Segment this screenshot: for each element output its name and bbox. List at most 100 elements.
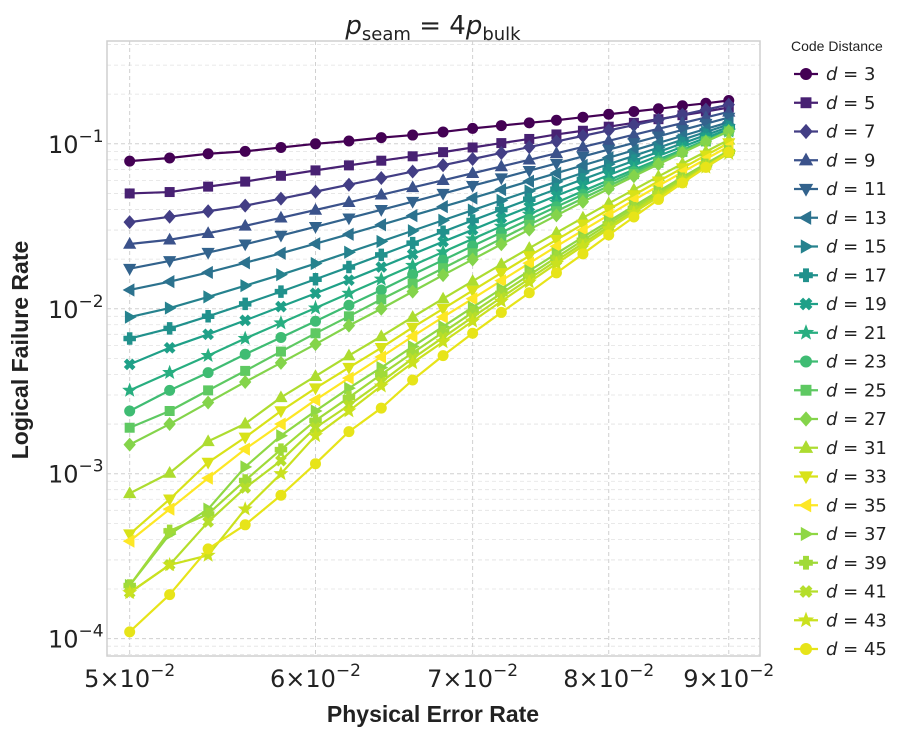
data-point [275,170,286,181]
data-point [465,191,478,205]
data-point [406,180,420,193]
data-point [523,222,536,237]
data-point [308,222,323,234]
data-point [437,235,449,248]
data-point [436,310,448,324]
data-point [549,166,562,180]
y-tick-label: 10−4 [48,622,104,654]
data-point [495,120,507,132]
data-point [163,524,176,538]
data-point [310,328,321,339]
data-point [202,516,214,528]
x-marker-stroke [309,421,322,434]
series-d-27 [123,124,735,452]
data-point [122,534,135,548]
data-point [123,263,137,276]
data-point [124,188,135,199]
series-d-9 [123,104,736,249]
series-d-15 [124,117,736,324]
data-point [652,103,664,115]
data-point [405,257,421,272]
data-point [123,236,137,249]
legend-item-d-45: d = 45 [794,639,887,660]
series-line [129,152,730,594]
x-marker-stroke [406,248,419,261]
data-point [343,426,355,438]
data-point [550,208,563,223]
data-point [406,196,420,209]
data-point [122,283,135,297]
x-marker-stroke [375,261,388,273]
data-point [374,350,387,364]
data-point [375,248,388,262]
data-point [201,471,213,485]
series-d-11 [123,112,736,276]
data-point [495,212,508,224]
legend-item-d-33: d = 33 [794,467,887,488]
legend-item-d-21: d = 21 [794,323,887,344]
data-point [374,187,388,200]
data-point [628,211,640,223]
data-point [274,285,288,298]
plot-frame [106,40,761,657]
data-point [407,224,420,238]
data-point [700,161,712,173]
data-point [495,237,508,252]
data-point [123,529,137,542]
data-point [576,194,590,209]
data-point [202,543,214,555]
data-point [496,193,509,207]
data-point [438,213,451,227]
data-point [467,203,480,217]
data-point [406,164,419,179]
data-point [308,393,321,407]
data-point [494,182,507,197]
data-point [798,498,812,513]
data-point [308,237,321,251]
series-d-41 [123,146,735,599]
data-point [275,454,287,467]
data-point [342,195,356,208]
data-point [466,151,479,166]
data-point [375,284,387,296]
data-point [276,429,288,443]
data-point [522,152,536,165]
legend-item-d-13: d = 13 [794,208,887,229]
data-point [162,556,178,572]
data-point [798,440,814,453]
data-point [800,97,812,109]
legend-label: d = 5 [826,93,875,114]
legend-item-d-15: d = 15 [794,237,887,258]
y-tick-label: 10−3 [48,457,104,489]
data-point [310,165,321,176]
data-point [239,374,252,389]
data-point [309,272,322,286]
data-point [493,293,509,308]
x-marker-stroke [799,585,813,598]
data-point [309,421,322,434]
data-point [549,146,564,159]
data-point [274,230,288,243]
data-point [162,275,175,289]
data-point [275,331,287,343]
data-point [240,176,251,187]
data-point [273,465,289,481]
data-point [438,147,449,158]
data-point [407,151,418,162]
data-point [201,247,215,260]
data-point [239,314,252,327]
data-point [549,235,564,247]
data-point [375,132,387,144]
data-point [202,148,214,160]
legend-label: d = 13 [826,208,887,229]
data-point [467,142,478,153]
legend-label: d = 43 [826,610,887,631]
data-point [436,291,450,304]
legend-label: d = 21 [826,323,887,344]
data-point [202,328,214,341]
data-point [307,300,324,315]
data-point [466,252,479,267]
data-point [310,404,323,418]
data-point [122,584,138,600]
x-marker-stroke [239,314,252,327]
